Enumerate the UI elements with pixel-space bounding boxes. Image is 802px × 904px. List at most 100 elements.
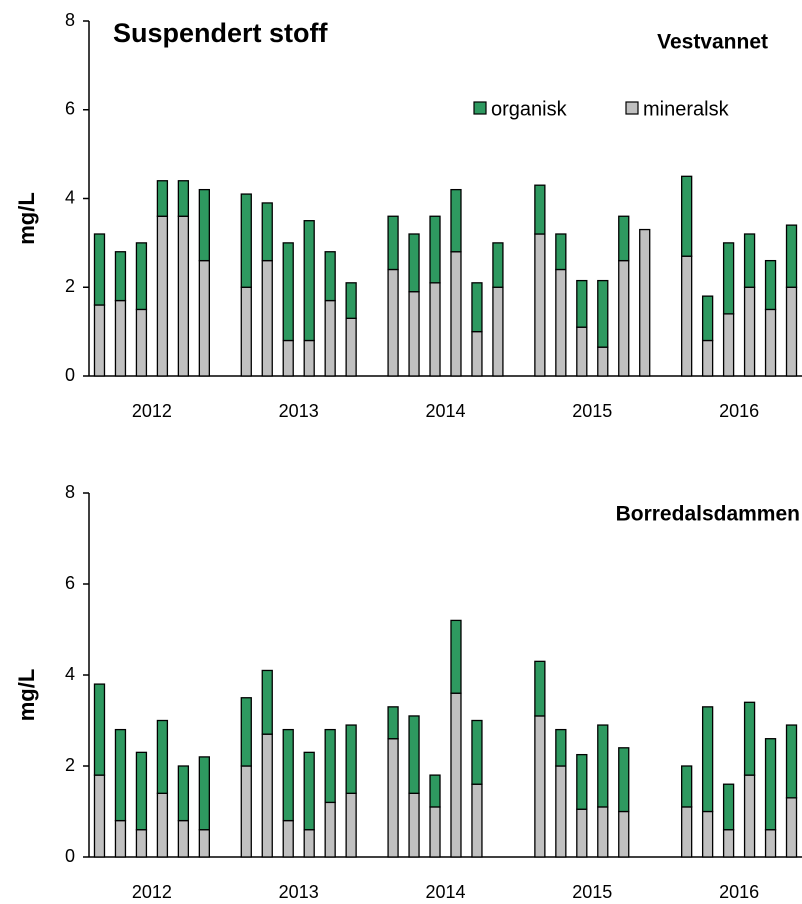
bar-segment (408, 233, 420, 293)
y-tick-label: 2 (65, 276, 75, 296)
bar-segment (743, 701, 756, 776)
bar-segment (681, 765, 693, 808)
bar-segment (764, 829, 777, 858)
y-tick-label: 8 (65, 10, 75, 30)
bar-segment (534, 233, 546, 377)
group-label: 2014 (425, 401, 465, 421)
bar-segment (534, 660, 546, 717)
bar-segment (114, 251, 127, 302)
bar-segment (701, 706, 714, 813)
bar-segment (785, 797, 798, 858)
legend-swatch (473, 101, 487, 115)
bar-segment (114, 819, 127, 858)
group-label: 2016 (719, 882, 759, 902)
bar-segment (785, 286, 798, 377)
bar-segment (701, 810, 714, 858)
bar-segment (303, 829, 315, 858)
bar-segment (450, 188, 462, 253)
bar-segment (93, 233, 106, 306)
y-axis-label: mg/L (14, 192, 39, 245)
bar-segment (177, 819, 190, 858)
bar-segment (576, 753, 588, 810)
y-tick-label: 6 (65, 573, 75, 593)
bar-segment (261, 733, 273, 858)
y-tick-label: 6 (65, 99, 75, 119)
bar-segment (576, 279, 588, 328)
bar-segment (114, 299, 127, 377)
bar-segment (240, 193, 252, 288)
bar-segment (387, 215, 399, 271)
bar-segment (471, 330, 483, 377)
y-tick-label: 0 (65, 365, 75, 385)
bar-segment (618, 215, 630, 262)
bar-segment (345, 724, 357, 794)
bar-segment (597, 279, 609, 348)
bar-segment (324, 299, 336, 377)
bar-segment (198, 188, 210, 262)
bar-segment (156, 180, 169, 217)
bar-segment (303, 339, 315, 377)
chart-subtitle: Borredalsdammen (616, 503, 800, 526)
bar-segment (764, 259, 777, 311)
bar-segment (345, 792, 357, 858)
bar-segment (681, 175, 693, 257)
bar-segment (303, 220, 315, 342)
group-label: 2015 (572, 882, 612, 902)
bar-segment (701, 339, 714, 377)
bar-segment (198, 829, 210, 858)
y-tick-label: 4 (65, 187, 75, 207)
group-label: 2016 (719, 401, 759, 421)
group-label: 2012 (132, 401, 172, 421)
bar-segment (156, 215, 169, 377)
bar-segment (408, 792, 420, 858)
bar-segment (261, 259, 273, 377)
bar-segment (597, 806, 609, 858)
bar-segment (93, 304, 106, 377)
bar-segment (764, 738, 777, 831)
bar-segment (722, 829, 735, 858)
bar-segment (681, 255, 693, 377)
y-tick-label: 8 (65, 482, 75, 502)
bar-segment (450, 692, 462, 858)
bar-segment (743, 286, 756, 377)
bar-segment (555, 728, 567, 767)
bar-segment (135, 751, 148, 831)
bar-segment (471, 282, 483, 333)
bar-segment (240, 765, 252, 858)
bar-segment (156, 792, 169, 858)
bar-segment (471, 719, 483, 785)
bar-segment (450, 619, 462, 694)
chart-title: Suspendert stoff (113, 18, 329, 48)
bar-segment (345, 282, 357, 319)
bar-segment (240, 286, 252, 377)
bar-segment (408, 291, 420, 377)
bar-segment (345, 317, 357, 377)
bar-segment (450, 251, 462, 377)
bar-segment (555, 765, 567, 858)
bar-segment (618, 259, 630, 377)
bar-segment (722, 242, 735, 315)
bar-segment (282, 242, 294, 342)
bar-segment (282, 339, 294, 377)
legend-label: organisk (491, 98, 568, 120)
bar-segment (135, 308, 148, 377)
y-tick-label: 0 (65, 846, 75, 866)
bar-segment (177, 180, 190, 217)
bar-segment (785, 724, 798, 799)
bar-segment (261, 202, 273, 262)
group-label: 2014 (425, 882, 465, 902)
bar-segment (282, 819, 294, 858)
group-label: 2015 (572, 401, 612, 421)
bar-segment (492, 286, 504, 377)
bar-segment (198, 756, 210, 831)
group-label: 2013 (279, 882, 319, 902)
group-label: 2013 (279, 401, 319, 421)
bar-segment (240, 697, 252, 767)
bar-segment (177, 765, 190, 822)
bar-segment (408, 715, 420, 794)
bar-segment (324, 801, 336, 858)
bar-segment (324, 728, 336, 804)
y-tick-label: 2 (65, 755, 75, 775)
